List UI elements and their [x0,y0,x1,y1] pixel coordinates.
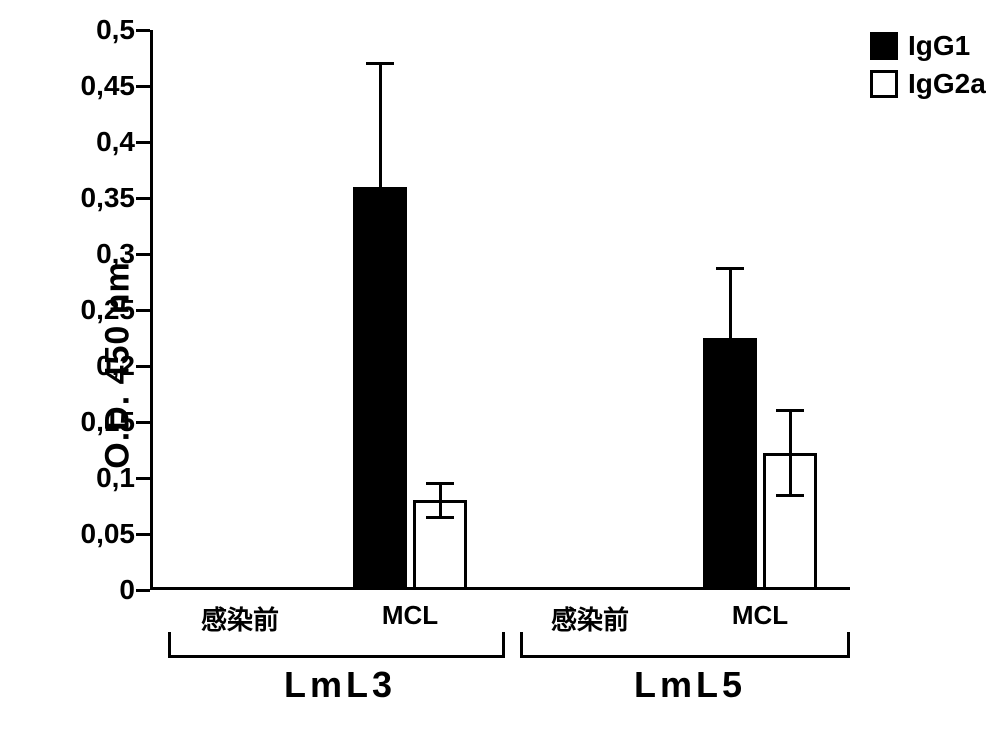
y-tick-label: 0,1 [30,462,135,494]
legend-item-igg2a: IgG2a [870,68,986,100]
legend-label-igg1: IgG1 [908,30,970,62]
y-tick-label: 0 [30,574,135,606]
y-tick [136,309,150,312]
y-tick [136,365,150,368]
x-tick-label: MCL [732,600,788,631]
y-tick [136,141,150,144]
y-tick [136,253,150,256]
y-tick-label: 0,05 [30,518,135,550]
errorbar-cap [716,267,744,270]
errorbar-cap [426,516,454,519]
errorbar [729,269,732,408]
errorbar [789,411,792,496]
y-tick [136,533,150,536]
chart-stage: O.D. 450 nm IgG1 IgG2a 00,050,10,150,20,… [0,0,1000,730]
y-tick [136,197,150,200]
errorbar-cap [426,482,454,485]
group-label: LmL3 [284,664,396,706]
y-tick [136,29,150,32]
y-tick-label: 0,4 [30,126,135,158]
x-tick-label: MCL [382,600,438,631]
y-tick [136,589,150,592]
y-tick-label: 0,3 [30,238,135,270]
y-axis [150,30,153,590]
errorbar-cap [776,494,804,497]
y-tick-label: 0,2 [30,350,135,382]
group-bracket [520,632,850,658]
errorbar [439,484,442,518]
y-tick [136,477,150,480]
legend: IgG1 IgG2a [870,30,986,106]
y-tick-label: 0,5 [30,14,135,46]
errorbar-cap [776,409,804,412]
legend-item-igg1: IgG1 [870,30,986,62]
y-tick-label: 0,45 [30,70,135,102]
errorbar-cap [366,309,394,312]
y-tick [136,421,150,424]
y-tick [136,85,150,88]
errorbar-cap [366,62,394,65]
y-tick-label: 0,35 [30,182,135,214]
y-tick-label: 0,15 [30,406,135,438]
plot-area: 00,050,10,150,20,250,30,350,40,450,5感染前M… [150,30,850,590]
legend-label-igg2a: IgG2a [908,68,986,100]
errorbar [379,64,382,310]
y-tick-label: 0,25 [30,294,135,326]
legend-swatch-igg2a [870,70,898,98]
group-label: LmL5 [634,664,746,706]
legend-swatch-igg1 [870,32,898,60]
group-bracket [168,632,505,658]
errorbar-cap [716,406,744,409]
